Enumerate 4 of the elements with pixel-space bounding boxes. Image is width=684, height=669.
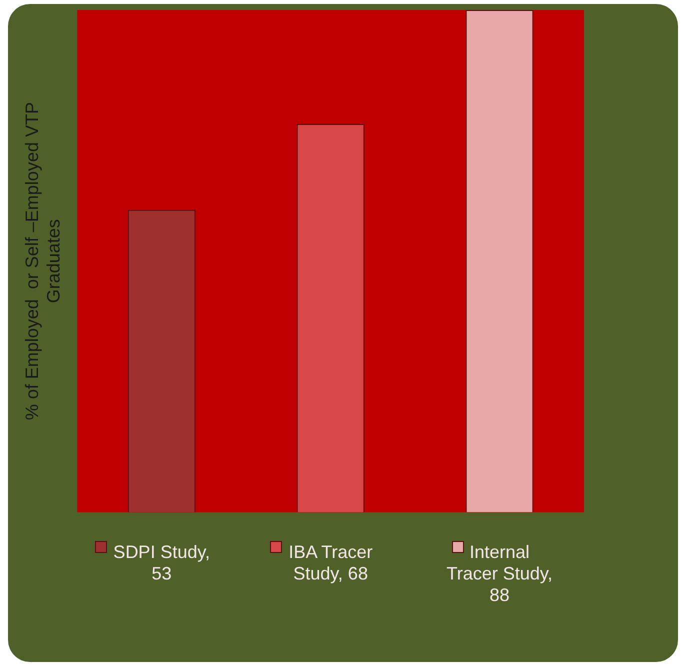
y-axis-title: % of Employed or Self –Employed VTP Graduates	[22, 102, 64, 420]
x-tick-label: IBA Tracer Study, 68	[288, 542, 373, 584]
x-tick-label: Internal Tracer Study, 88	[446, 542, 553, 606]
x-tick-label: SDPI Study, 53	[113, 542, 210, 584]
